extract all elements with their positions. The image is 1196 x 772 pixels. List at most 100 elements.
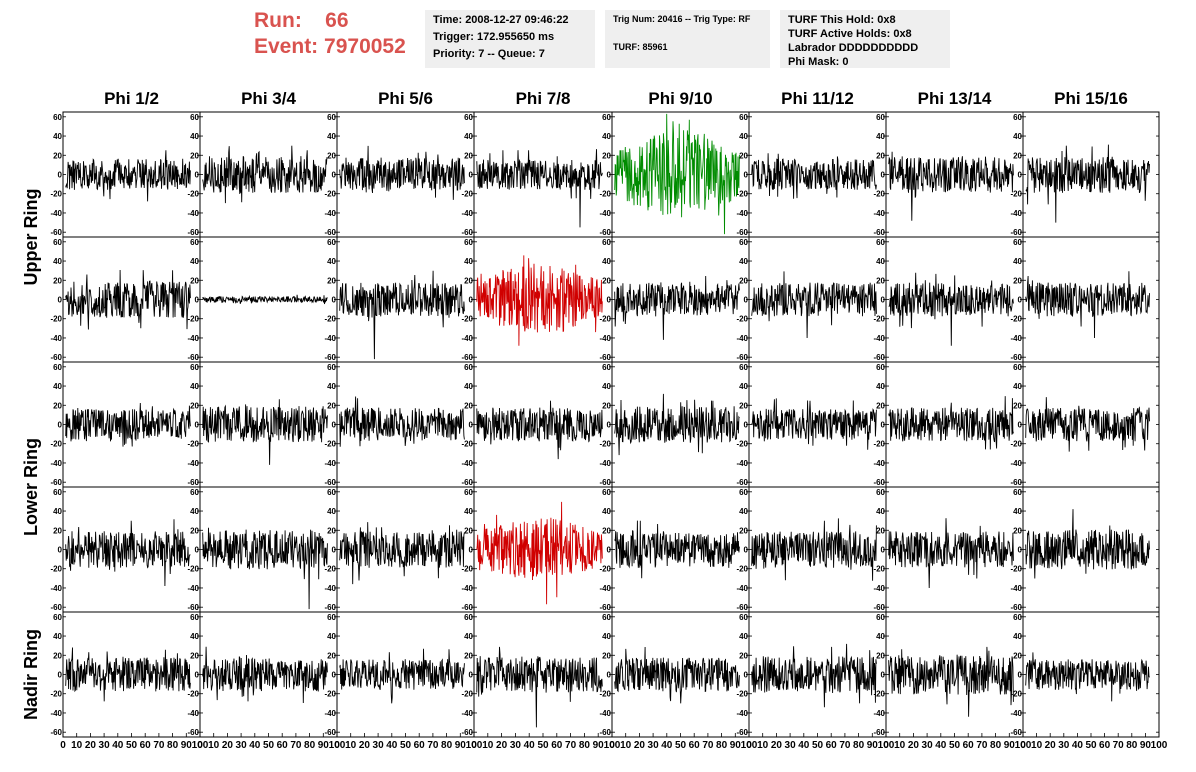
y-tick-label: 40	[1013, 632, 1022, 641]
waveform-panel: -60 -40 -20 0 20 40 60	[736, 486, 887, 613]
y-tick-label: 20	[876, 276, 885, 285]
y-tick-label: -60	[461, 228, 473, 237]
x-tick-label: 30	[236, 740, 248, 751]
turf-num-text: TURF: 85961	[613, 42, 668, 52]
y-tick-label: 0	[881, 296, 886, 305]
y-tick-label: 0	[195, 546, 200, 555]
x-tick-label: 80	[990, 740, 1002, 751]
waveform-panel: -60 -40 -20 0 20 40 60	[50, 486, 201, 613]
labrador-text: Labrador DDDDDDDDDD	[788, 42, 919, 54]
y-tick-label: -20	[187, 565, 199, 574]
y-tick-label: -20	[599, 690, 611, 699]
x-tick-label: 80	[579, 740, 591, 751]
y-tick-label: 20	[464, 151, 473, 160]
y-tick-label: 0	[58, 171, 63, 180]
y-tick-label: -40	[50, 709, 62, 718]
y-tick-label: 20	[190, 151, 199, 160]
waveform-trace	[339, 145, 465, 200]
x-tick-label: 70	[427, 740, 439, 751]
y-tick-label: 40	[464, 632, 473, 641]
y-tick-label: 60	[876, 238, 885, 247]
x-tick-label: 50	[675, 740, 687, 751]
y-tick-label: 20	[739, 276, 748, 285]
y-tick-label: -40	[599, 459, 611, 468]
x-tick-label: 30	[510, 740, 522, 751]
waveform-panel: -60 -40 -20 0 20 40 60	[873, 236, 1024, 363]
y-tick-label: -20	[599, 565, 611, 574]
y-tick-label: 40	[602, 632, 611, 641]
x-tick-label: 40	[935, 740, 947, 751]
y-tick-label: 0	[881, 671, 886, 680]
y-tick-label: 0	[881, 171, 886, 180]
y-tick-label: -40	[461, 584, 473, 593]
y-tick-label: 60	[190, 613, 199, 622]
y-tick-label: 20	[602, 276, 611, 285]
x-tick-label: 90	[730, 740, 742, 751]
time-text: Time: 2008-12-27 09:46:22	[433, 14, 569, 26]
y-tick-label: -20	[461, 690, 473, 699]
x-tick-label: 50	[400, 740, 412, 751]
y-tick-label: -20	[187, 440, 199, 449]
y-tick-label: -60	[873, 603, 885, 612]
x-tick-label: 70	[565, 740, 577, 751]
y-tick-label: 0	[469, 171, 474, 180]
x-tick-label: 0	[1020, 740, 1026, 751]
y-tick-label: -40	[461, 709, 473, 718]
y-tick-label: 60	[327, 363, 336, 372]
y-tick-label: 40	[739, 132, 748, 141]
waveform-panel: -60 -40 -20 0 20 40 60	[50, 361, 201, 488]
time-info-box: Time: 2008-12-27 09:46:22 Trigger: 172.9…	[425, 10, 595, 68]
x-tick-label: 0	[883, 740, 889, 751]
x-tick-label: 70	[839, 740, 851, 751]
y-tick-label: -20	[736, 440, 748, 449]
y-tick-label: -20	[50, 565, 62, 574]
y-tick-label: -20	[324, 440, 336, 449]
waveform-trace	[1025, 509, 1150, 579]
x-tick-label: 50	[126, 740, 138, 751]
y-tick-label: 0	[744, 421, 749, 430]
x-tick-label: 40	[1072, 740, 1084, 751]
y-tick-label: -40	[324, 334, 336, 343]
y-tick-label: -60	[324, 478, 336, 487]
x-tick-label: 0	[60, 740, 66, 751]
column-header: Phi 1/2	[104, 89, 159, 108]
waveform-trace	[476, 400, 603, 460]
x-tick-label: 100	[741, 740, 758, 751]
y-tick-label: 40	[190, 257, 199, 266]
y-tick-label: -40	[187, 709, 199, 718]
y-tick-label: -20	[873, 315, 885, 324]
x-tick-label: 70	[702, 740, 714, 751]
y-tick-label: 0	[58, 296, 63, 305]
y-tick-label: -60	[324, 353, 336, 362]
x-tick-label: 90	[593, 740, 605, 751]
y-tick-label: 40	[876, 132, 885, 141]
y-tick-label: 60	[327, 488, 336, 497]
waveform-trace	[751, 643, 877, 708]
y-tick-label: -20	[461, 190, 473, 199]
y-tick-label: -20	[736, 315, 748, 324]
y-tick-label: 40	[602, 132, 611, 141]
y-tick-label: 60	[602, 613, 611, 622]
y-tick-label: -60	[50, 728, 62, 737]
y-tick-label: -40	[1010, 709, 1022, 718]
y-tick-label: 0	[744, 671, 749, 680]
y-tick-label: -20	[1010, 315, 1022, 324]
y-tick-label: 40	[327, 382, 336, 391]
waveform-panel: -60 -40 -20 0 20 40 60	[187, 111, 338, 238]
y-tick-label: 60	[53, 488, 62, 497]
waveform-trace	[202, 145, 328, 204]
y-tick-label: 40	[190, 632, 199, 641]
y-tick-label: -40	[461, 209, 473, 218]
y-tick-label: -20	[1010, 440, 1022, 449]
waveform-panel: -60 -40 -20 0 20 40 60	[461, 361, 613, 488]
waveform-panel: -60 -40 -20 0 20 40 60	[1010, 111, 1160, 238]
waveform-trace	[888, 646, 1014, 717]
waveform-panel: -60 -40 -20 0 20 40 60	[461, 111, 613, 238]
y-tick-label: -40	[50, 584, 62, 593]
priority-text: Priority: 7 -- Queue: 7	[433, 48, 545, 60]
y-tick-label: -40	[50, 334, 62, 343]
waveform-trace	[1025, 144, 1150, 223]
y-tick-label: -40	[187, 209, 199, 218]
y-tick-label: 0	[744, 171, 749, 180]
